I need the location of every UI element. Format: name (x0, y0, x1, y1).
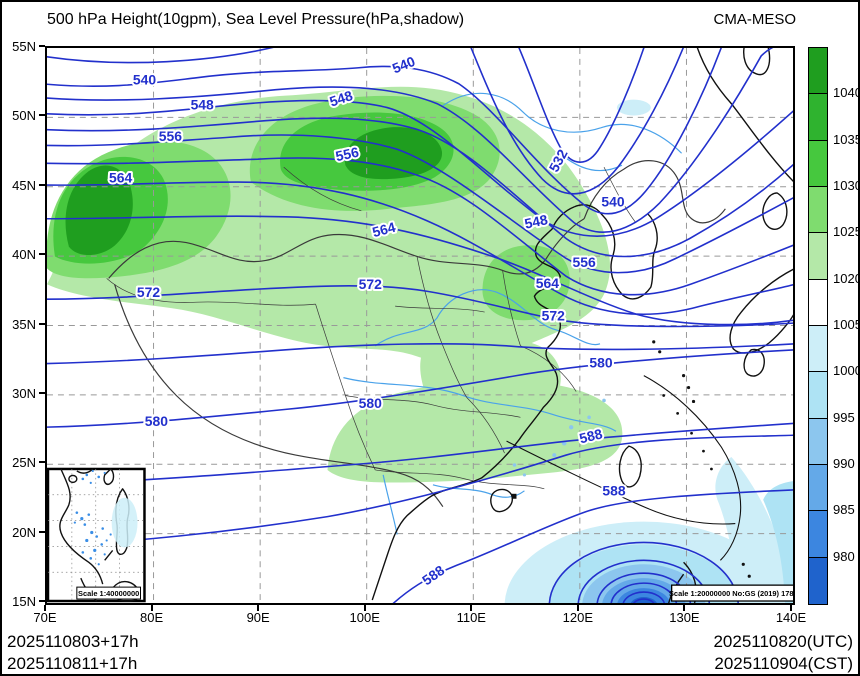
chart-title: 500 hPa Height(10gpm), Sea Level Pressur… (47, 11, 465, 28)
colorbar-boundary-label: 995 (833, 409, 855, 425)
x-tick-label: 90E (246, 610, 270, 625)
x-tick-mark (257, 605, 260, 611)
colorbar-boundary-label: 1025 (833, 224, 860, 240)
contour-label: 540 (133, 71, 156, 87)
colorbar-segment (809, 140, 827, 187)
x-tick-mark (363, 605, 366, 611)
x-tick-label: 120E (562, 610, 594, 625)
colorbar-segment (809, 325, 827, 373)
y-tick-label: 40N (12, 247, 36, 263)
x-tick-mark (576, 605, 579, 611)
contour-label: 572 (137, 284, 160, 300)
station-marker (511, 493, 517, 499)
y-tick-mark (39, 253, 45, 256)
colorbar-boundary-label: 980 (833, 548, 855, 564)
y-tick-mark (39, 183, 45, 186)
contour-label: 548 (191, 96, 214, 112)
y-tick-mark (39, 322, 45, 325)
x-tick-label: 130E (669, 610, 700, 625)
init-time-cst: 2025110811+17h (7, 654, 138, 673)
y-tick-label: 45N (12, 177, 36, 193)
colorbar-boundary-label: 985 (833, 502, 855, 518)
colorbar-segment (809, 372, 827, 419)
y-tick-mark (39, 461, 45, 464)
colorbar-boundary-label: 990 (833, 456, 855, 471)
inset-precip-speckles (73, 469, 112, 566)
y-tick-mark (39, 45, 45, 47)
colorbar (808, 47, 828, 605)
contour-label: 580 (589, 354, 612, 370)
colorbar-boundary-label: 1040 (833, 85, 860, 101)
x-tick-label: 80E (139, 610, 164, 625)
colorbar-boundary-label: 1020 (833, 270, 860, 286)
colorbar-segment (809, 48, 827, 95)
init-time-utc: 2025110803+17h (7, 632, 139, 651)
valid-time-utc: 2025110820(UTC) (713, 632, 853, 651)
contour-label: 556 (573, 254, 596, 270)
y-tick-label: 35N (12, 316, 36, 332)
contour-label: 540 (390, 53, 418, 77)
model-name-label: CMA-MESO (713, 11, 797, 28)
contour-label: 588 (602, 482, 625, 498)
map-scale-note: Scale 1:20000000 No:GS (2019) 1786 (669, 589, 793, 598)
gridlines (47, 48, 793, 603)
contour-label: 572 (542, 308, 565, 324)
y-tick-label: 15N (12, 594, 36, 609)
x-tick-label: 100E (349, 610, 380, 625)
colorbar-segment (809, 557, 827, 604)
colorbar-segment (809, 511, 827, 558)
x-tick-label: 70E (33, 610, 57, 625)
colorbar-boundary-label: 1035 (833, 131, 860, 147)
x-tick-label: 110E (456, 610, 486, 625)
contour-label: 580 (359, 395, 382, 411)
x-tick-label: 140E (775, 610, 807, 625)
contour-label: 580 (145, 413, 168, 429)
y-tick-mark (39, 530, 45, 533)
x-tick-mark (44, 605, 46, 611)
colorbar-boundary-label: 1000 (833, 363, 860, 379)
y-tick-label: 55N (12, 39, 36, 54)
map-plot-area: 540 548 556 564 540 548 556 564 532 540 548 556 564 5… (45, 46, 795, 605)
colorbar-segment (809, 233, 827, 280)
colorbar-segment (809, 94, 827, 141)
contour-label: 564 (536, 275, 559, 291)
y-tick-label: 25N (12, 455, 36, 471)
contour-label: 556 (159, 128, 182, 144)
valid-time-cst: 2025110904(CST) (714, 654, 853, 673)
x-tick-mark (790, 605, 792, 611)
colorbar-boundary-label: 1005 (833, 317, 860, 332)
typhoon-contours (548, 541, 739, 603)
height-contours (47, 48, 793, 603)
contour-label: 540 (601, 194, 624, 210)
y-tick-mark (39, 600, 45, 602)
contour-label: 564 (109, 170, 132, 186)
map-scale-box: Scale 1:20000000 No:GS (2019) 1786 (669, 584, 793, 602)
y-tick-mark (39, 114, 45, 117)
y-tick-mark (39, 391, 45, 394)
contour-label: 572 (359, 276, 382, 292)
colorbar-boundary-label: 1030 (833, 178, 860, 193)
x-tick-mark (683, 605, 686, 611)
admin-boundaries (106, 160, 726, 508)
colorbar-segment (809, 418, 827, 465)
inset-scale-note: Scale 1:40000000 (78, 589, 139, 598)
x-tick-mark (150, 605, 153, 611)
colorbar-segment (809, 279, 827, 326)
colorbar-segment (809, 186, 827, 234)
map-canvas: 5405485565645405485565645325405485565645… (47, 48, 793, 603)
colorbar-segment (809, 464, 827, 512)
y-tick-label: 50N (12, 108, 36, 124)
y-tick-label: 20N (12, 524, 36, 540)
y-tick-label: 30N (12, 385, 36, 401)
inset-map: Scale 1:40000000 (47, 467, 146, 603)
inset-scale-box (76, 586, 141, 600)
contour-label: 588 (419, 562, 447, 589)
x-tick-mark (470, 605, 473, 611)
